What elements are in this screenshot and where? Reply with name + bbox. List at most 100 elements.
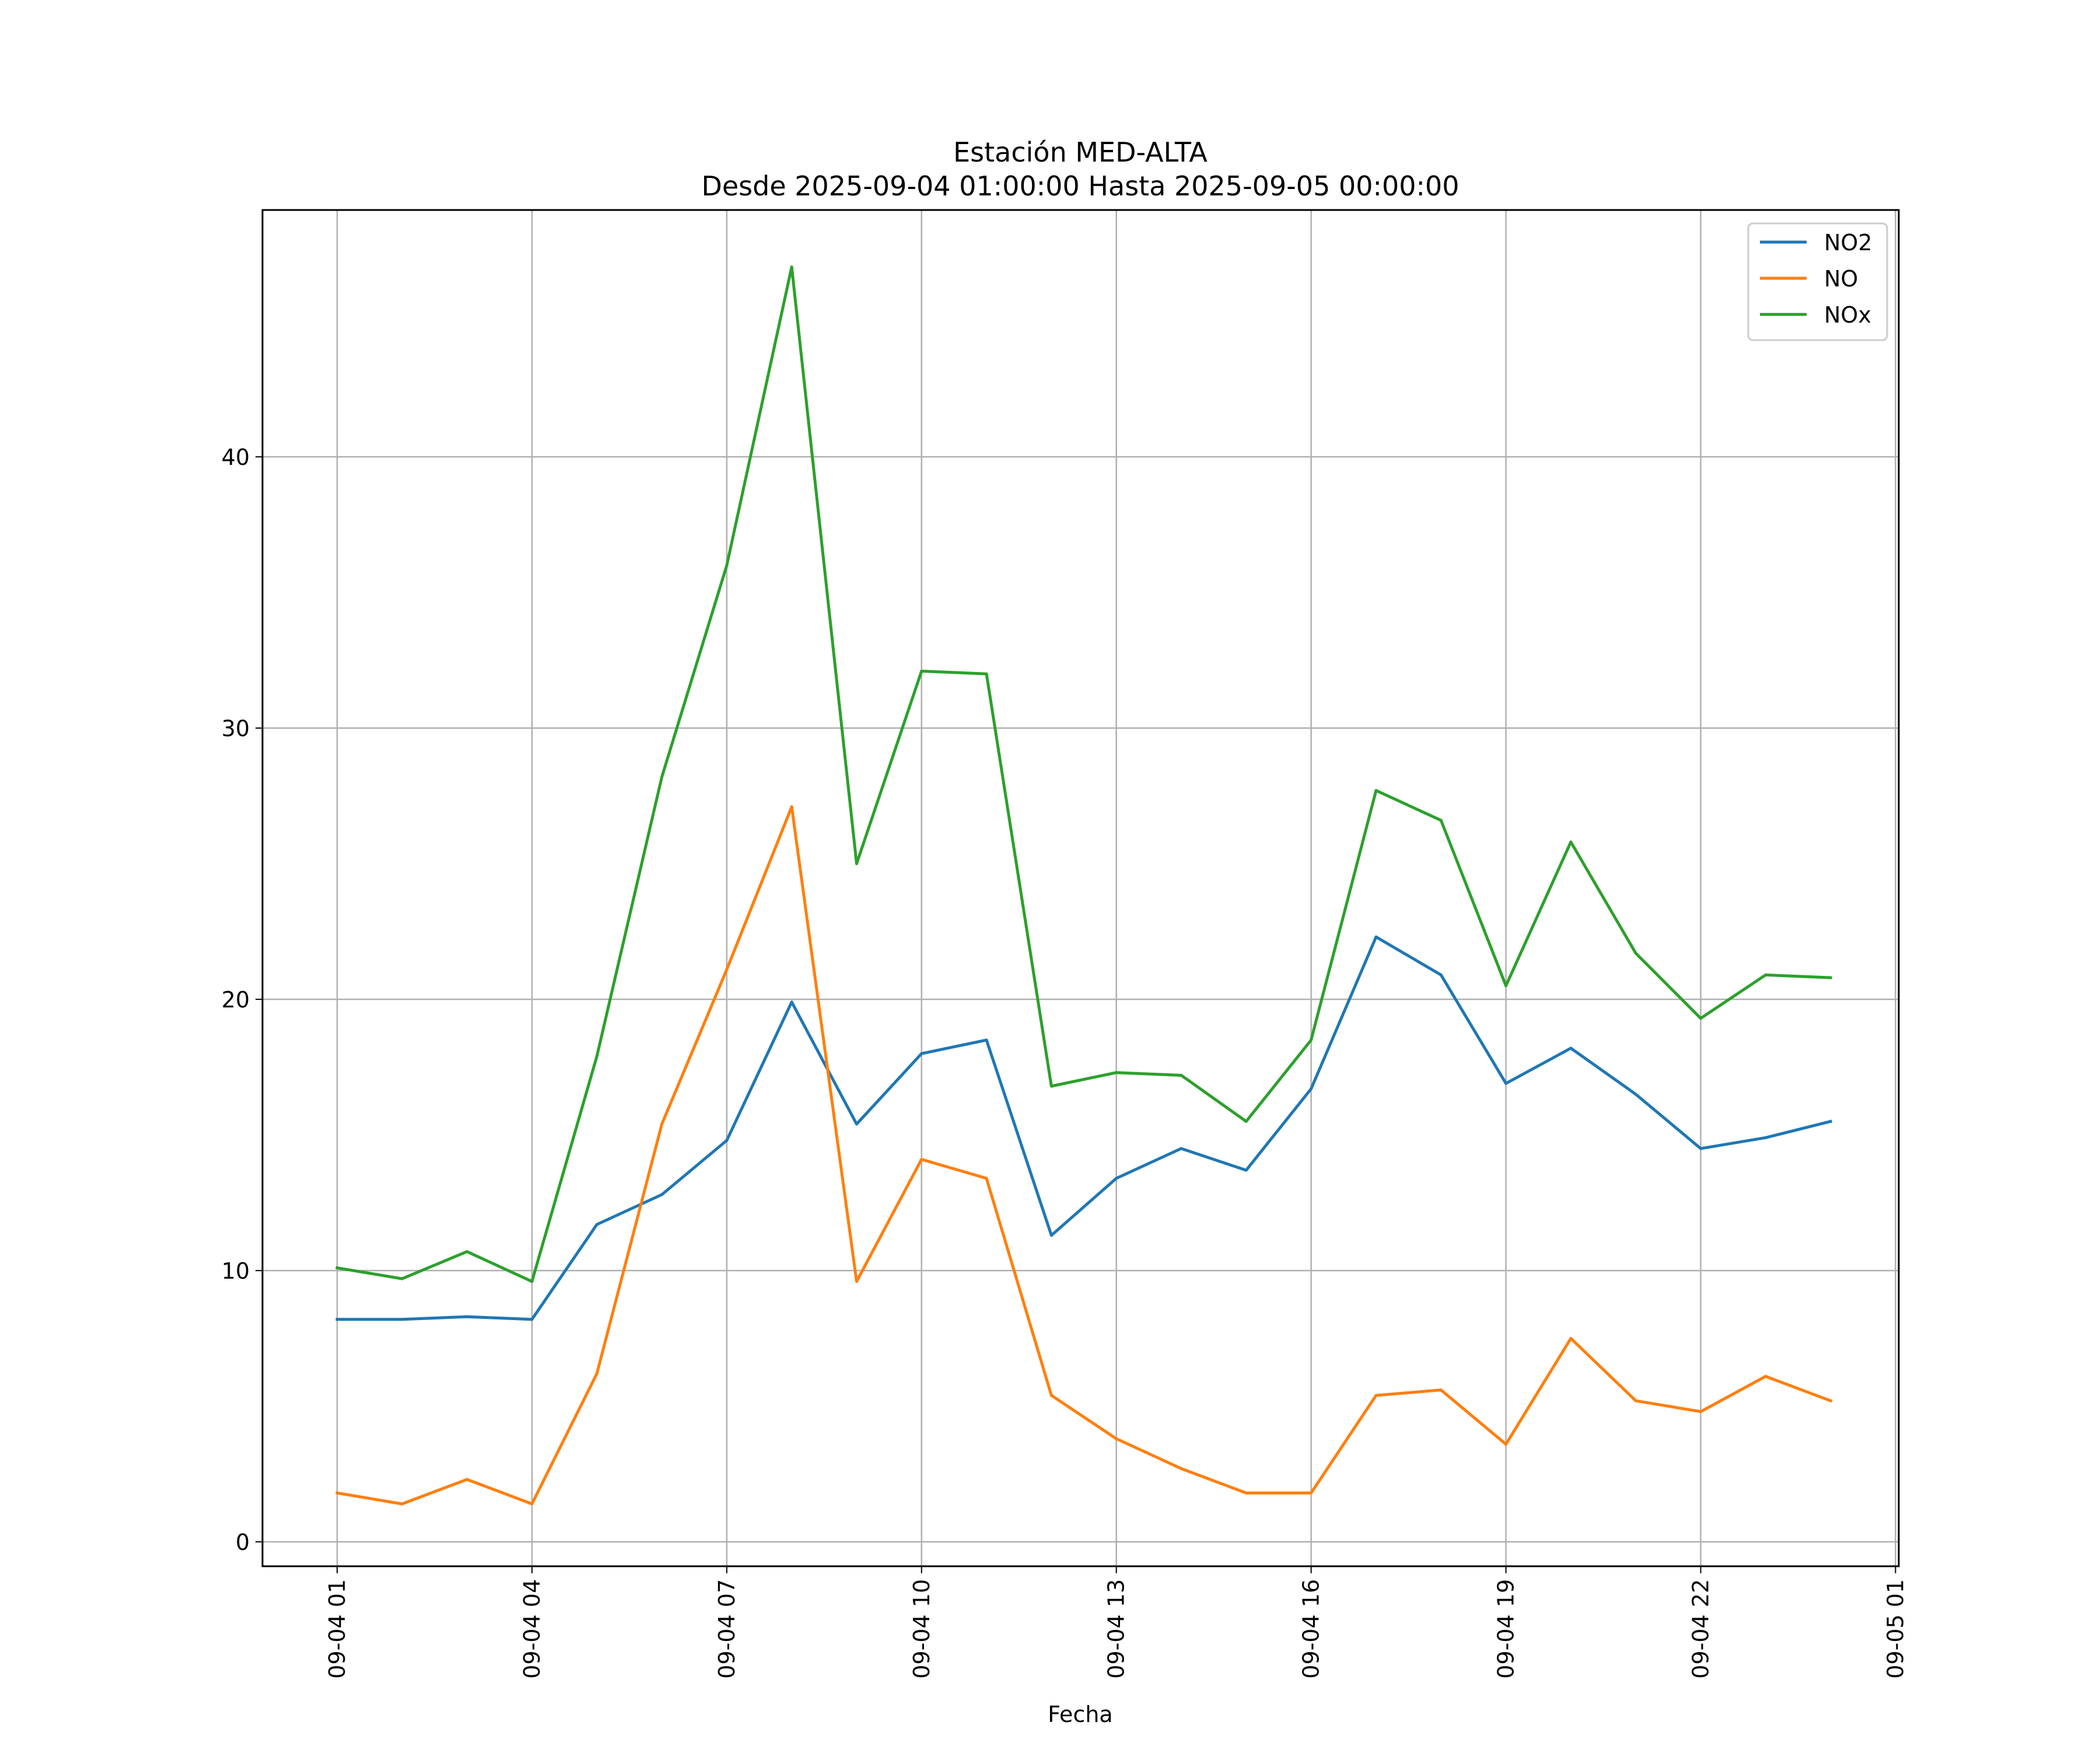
data-point-no — [1764, 1375, 1768, 1378]
data-point-no — [400, 1502, 404, 1506]
data-point-no2 — [1049, 1234, 1053, 1237]
data-point-nox — [1115, 1071, 1118, 1074]
data-point-no — [725, 968, 729, 971]
chart-title-line2: Desde 2025-09-04 01:00:00 Hasta 2025-09-… — [701, 170, 1459, 202]
data-point-no2 — [1439, 973, 1443, 977]
data-point-no — [335, 1491, 339, 1494]
data-point-no — [920, 1158, 923, 1161]
y-tick-label: 20 — [222, 987, 250, 1013]
data-point-no — [1439, 1388, 1443, 1392]
data-point-no — [1634, 1399, 1637, 1402]
data-point-no2 — [1699, 1147, 1702, 1150]
data-point-no2 — [1504, 1082, 1508, 1085]
data-point-no2 — [1310, 1087, 1313, 1091]
legend-label-nox: NOx — [1824, 302, 1871, 328]
data-point-no — [595, 1372, 598, 1376]
y-tick-label: 0 — [236, 1530, 250, 1555]
data-point-nox — [855, 862, 858, 866]
series-line-nox — [335, 265, 1832, 1283]
x-axis-label: Fecha — [1048, 1702, 1112, 1727]
y-tick-label: 10 — [222, 1258, 250, 1284]
data-point-nox — [530, 1280, 534, 1283]
legend-box — [1747, 222, 1888, 341]
data-point-no — [1374, 1394, 1378, 1397]
series-line-no — [335, 805, 1833, 1506]
y-tick-label: 40 — [222, 444, 250, 470]
data-point-nox — [595, 1055, 598, 1058]
x-tick-label: 09-04 16 — [1298, 1579, 1324, 1679]
data-point-nox — [1049, 1084, 1053, 1088]
data-point-no — [1049, 1394, 1053, 1397]
data-point-no2 — [920, 1052, 923, 1055]
y-axis-ticks: 0 10 20 30 40 — [222, 444, 262, 1555]
data-point-nox — [725, 564, 729, 567]
data-point-nox — [1699, 1017, 1702, 1020]
series-nox — [335, 265, 1832, 1283]
x-tick-label: 09-04 04 — [519, 1579, 545, 1679]
data-point-no — [985, 1177, 988, 1180]
data-point-nox — [335, 1266, 339, 1269]
legend: NO2 NO NOx — [1747, 222, 1888, 341]
series-line-no2 — [335, 935, 1833, 1321]
data-point-no — [1310, 1491, 1313, 1494]
data-point-no2 — [1244, 1168, 1248, 1172]
data-point-nox — [1634, 951, 1637, 955]
data-point-nox — [660, 775, 664, 779]
data-point-no2 — [1180, 1147, 1183, 1150]
data-point-no — [1699, 1410, 1702, 1413]
y-tick-label: 30 — [222, 716, 250, 741]
x-tick-label: 09-04 10 — [909, 1579, 935, 1679]
data-point-no2 — [1829, 1119, 1832, 1123]
data-point-no — [530, 1502, 534, 1506]
x-tick-label: 09-04 07 — [714, 1579, 740, 1679]
data-point-no2 — [985, 1038, 988, 1042]
data-point-no — [660, 1122, 664, 1126]
data-point-nox — [1829, 976, 1832, 979]
data-point-no2 — [1115, 1177, 1118, 1180]
data-point-nox — [985, 672, 988, 676]
x-axis-ticks: 09-04 01 09-04 04 09-04 07 09-04 10 09-04 13… — [324, 1566, 1908, 1679]
data-point-nox — [1504, 984, 1508, 988]
plot-area-frame — [261, 209, 1900, 1567]
data-point-nox — [400, 1277, 404, 1280]
data-point-no — [855, 1280, 858, 1283]
x-tick-label: 09-04 13 — [1104, 1579, 1129, 1679]
data-point-nox — [920, 670, 923, 673]
data-point-no2 — [790, 1000, 793, 1004]
data-point-no — [1829, 1399, 1832, 1402]
data-point-nox — [1374, 789, 1378, 792]
x-tick-label: 09-05 01 — [1882, 1579, 1908, 1679]
data-point-no — [1115, 1437, 1118, 1440]
data-series — [335, 265, 1833, 1506]
data-point-no — [1504, 1443, 1508, 1446]
data-point-nox — [1180, 1073, 1183, 1077]
data-point-no — [466, 1478, 469, 1481]
data-point-nox — [1764, 973, 1768, 977]
x-tick-label: 09-04 01 — [324, 1579, 350, 1679]
data-point-no2 — [466, 1315, 469, 1318]
data-point-nox — [1244, 1119, 1248, 1123]
data-point-no2 — [335, 1318, 339, 1321]
x-tick-label: 09-04 22 — [1688, 1579, 1714, 1679]
data-point-no2 — [530, 1318, 534, 1321]
chart-title-line1: Estación MED-ALTA — [953, 136, 1208, 168]
x-tick-label: 09-04 19 — [1493, 1579, 1519, 1679]
data-point-nox — [1439, 818, 1443, 822]
data-point-nox — [1310, 1038, 1313, 1042]
data-point-nox — [790, 265, 793, 269]
legend-label-no: NO — [1824, 266, 1858, 292]
series-no2 — [335, 935, 1833, 1321]
data-point-no2 — [1634, 1093, 1637, 1096]
data-point-no2 — [1569, 1046, 1573, 1050]
data-point-no2 — [855, 1122, 858, 1126]
data-point-nox — [466, 1250, 469, 1254]
legend-label-no2: NO2 — [1824, 230, 1873, 256]
data-point-nox — [1569, 840, 1573, 844]
data-point-no — [1569, 1336, 1573, 1340]
data-point-no2 — [1374, 935, 1378, 939]
data-point-no — [790, 805, 793, 808]
data-point-no2 — [1764, 1136, 1768, 1139]
data-point-no2 — [400, 1318, 404, 1321]
data-point-no2 — [595, 1223, 598, 1226]
